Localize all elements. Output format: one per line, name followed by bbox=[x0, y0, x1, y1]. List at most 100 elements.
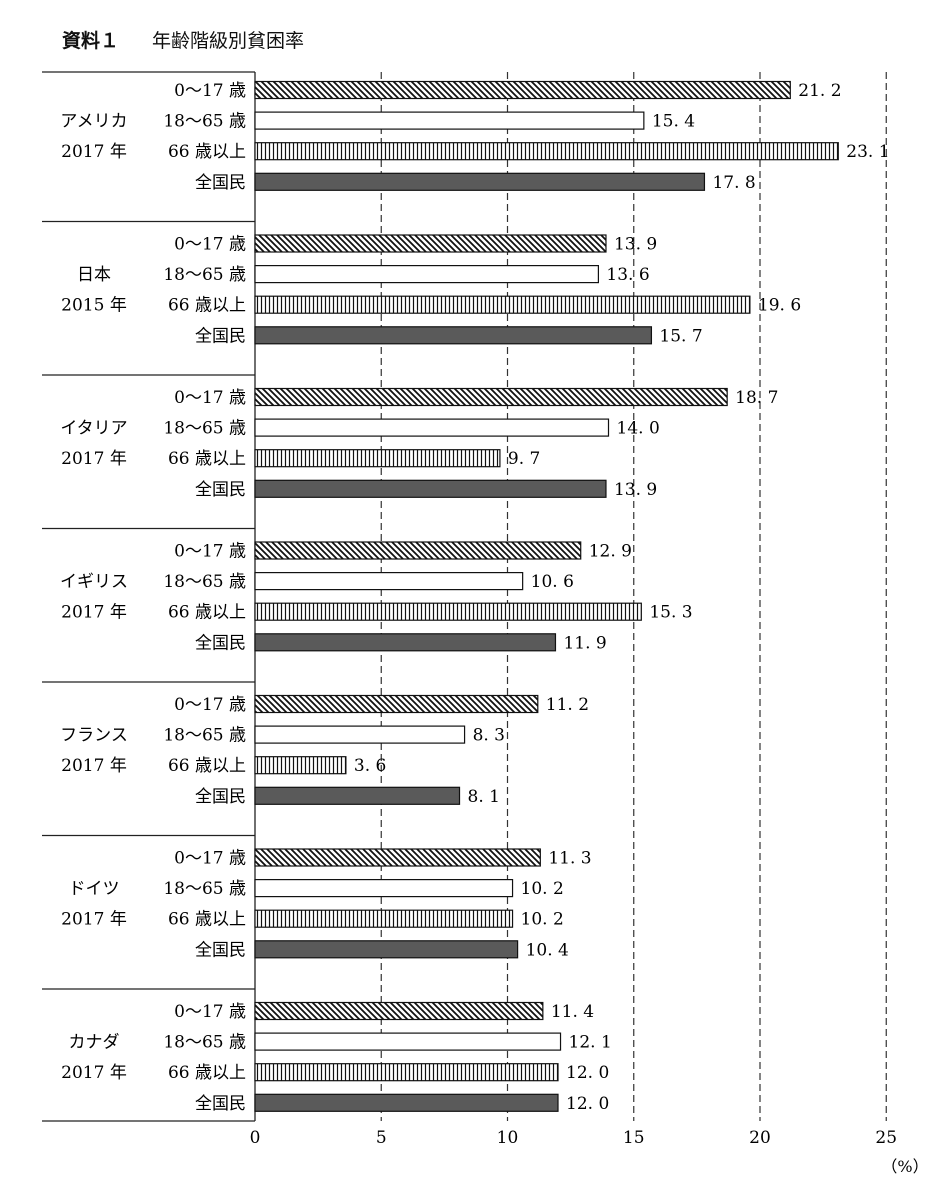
bar bbox=[254, 571, 524, 591]
data-label: 3. 6 bbox=[354, 756, 386, 776]
group-year-label: 2017 年 bbox=[61, 603, 127, 623]
data-label: 15. 4 bbox=[652, 112, 695, 132]
x-tick-label: 25 bbox=[875, 1128, 897, 1148]
bar bbox=[254, 142, 839, 161]
data-label: 9. 7 bbox=[508, 449, 540, 469]
group-country-label: イギリス bbox=[60, 572, 128, 592]
group-country-label: 日本 bbox=[77, 265, 111, 285]
data-label: 10. 4 bbox=[526, 940, 569, 960]
category-label: 0～17 歳 bbox=[174, 235, 246, 255]
x-tick-label: 0 bbox=[250, 1128, 261, 1148]
bar bbox=[254, 172, 706, 191]
category-label: 全国民 bbox=[195, 326, 246, 346]
data-label: 14. 0 bbox=[617, 419, 660, 439]
category-label: 66 歳以上 bbox=[168, 142, 246, 162]
bar bbox=[254, 295, 751, 314]
bar bbox=[254, 1032, 562, 1051]
category-label: 66 歳以上 bbox=[168, 449, 246, 469]
category-label: 0～17 歳 bbox=[174, 695, 246, 715]
category-label: 0～17 歳 bbox=[174, 388, 246, 408]
bar bbox=[254, 1001, 544, 1021]
category-label: 全国民 bbox=[195, 480, 246, 500]
bar bbox=[254, 479, 607, 498]
group-year-label: 2017 年 bbox=[61, 910, 127, 930]
category-label: 全国民 bbox=[195, 1094, 246, 1114]
bar bbox=[254, 848, 541, 867]
bar bbox=[254, 234, 607, 253]
group-year-label: 2017 年 bbox=[61, 449, 127, 469]
category-label: 18～65 歳 bbox=[163, 112, 246, 132]
data-label: 8. 1 bbox=[468, 787, 500, 807]
data-label: 12. 0 bbox=[566, 1094, 609, 1114]
bar bbox=[254, 756, 347, 775]
category-label: 18～65 歳 bbox=[163, 879, 246, 899]
bar bbox=[254, 111, 645, 130]
data-label: 17. 8 bbox=[712, 173, 755, 193]
chart-title: 年齢階級別貧困率 bbox=[152, 30, 305, 52]
bar bbox=[254, 541, 582, 560]
group-country-label: フランス bbox=[60, 726, 128, 746]
bar bbox=[254, 725, 466, 744]
x-tick-label: 5 bbox=[376, 1128, 387, 1148]
data-label: 11. 2 bbox=[546, 695, 589, 715]
data-label: 10. 2 bbox=[521, 879, 564, 899]
bar bbox=[254, 1093, 559, 1112]
data-label: 15. 3 bbox=[649, 603, 692, 623]
group-year-label: 2017 年 bbox=[61, 756, 127, 776]
bar bbox=[254, 265, 599, 284]
group-country-label: アメリカ bbox=[60, 112, 127, 132]
category-label: 66 歳以上 bbox=[168, 1063, 246, 1083]
bar bbox=[254, 80, 791, 100]
category-label: 全国民 bbox=[195, 940, 246, 960]
category-label: 66 歳以上 bbox=[168, 603, 246, 623]
bar bbox=[254, 449, 501, 468]
group-country-label: カナダ bbox=[69, 1033, 120, 1053]
category-label: 全国民 bbox=[195, 787, 246, 807]
bar bbox=[254, 326, 653, 345]
data-label: 21. 2 bbox=[798, 81, 841, 101]
bar bbox=[254, 694, 539, 714]
group-country-label: ドイツ bbox=[69, 879, 120, 899]
data-label: 15. 7 bbox=[659, 326, 702, 346]
category-label: 18～65 歳 bbox=[163, 726, 246, 746]
data-label: 19. 6 bbox=[758, 296, 801, 316]
bar bbox=[254, 1063, 559, 1082]
data-label: 23. 1 bbox=[846, 142, 889, 162]
category-label: 全国民 bbox=[195, 633, 246, 653]
data-label: 10. 2 bbox=[521, 910, 564, 930]
bar bbox=[254, 940, 519, 959]
data-label: 18. 7 bbox=[735, 388, 778, 408]
group-year-label: 2017 年 bbox=[61, 142, 127, 162]
bar bbox=[254, 878, 514, 898]
unit-label: （%） bbox=[881, 1157, 928, 1176]
bar bbox=[254, 909, 514, 928]
data-label: 13. 9 bbox=[614, 480, 657, 500]
category-label: 18～65 歳 bbox=[163, 572, 246, 592]
group-year-label: 2017 年 bbox=[61, 1063, 127, 1083]
category-label: 全国民 bbox=[195, 173, 246, 193]
category-label: 0～17 歳 bbox=[174, 542, 246, 562]
bar bbox=[254, 418, 610, 437]
category-label: 18～65 歳 bbox=[163, 265, 246, 285]
category-label: 0～17 歳 bbox=[174, 849, 246, 869]
category-label: 18～65 歳 bbox=[163, 1033, 246, 1053]
category-label: 66 歳以上 bbox=[168, 756, 246, 776]
data-label: 13. 6 bbox=[606, 265, 649, 285]
x-tick-label: 15 bbox=[623, 1128, 645, 1148]
bar bbox=[254, 633, 557, 652]
data-label: 11. 3 bbox=[548, 849, 591, 869]
group-country-label: イタリア bbox=[60, 419, 127, 439]
data-label: 12. 0 bbox=[566, 1063, 609, 1083]
data-label: 8. 3 bbox=[473, 726, 505, 746]
group-year-label: 2015 年 bbox=[61, 296, 127, 316]
bar bbox=[254, 602, 642, 621]
category-label: 18～65 歳 bbox=[163, 419, 246, 439]
data-label: 12. 9 bbox=[589, 542, 632, 562]
x-tick-label: 20 bbox=[749, 1128, 771, 1148]
x-tick-label: 10 bbox=[497, 1128, 519, 1148]
bar bbox=[254, 387, 728, 407]
data-label: 11. 4 bbox=[551, 1002, 594, 1022]
data-label: 13. 9 bbox=[614, 235, 657, 255]
category-label: 66 歳以上 bbox=[168, 296, 246, 316]
